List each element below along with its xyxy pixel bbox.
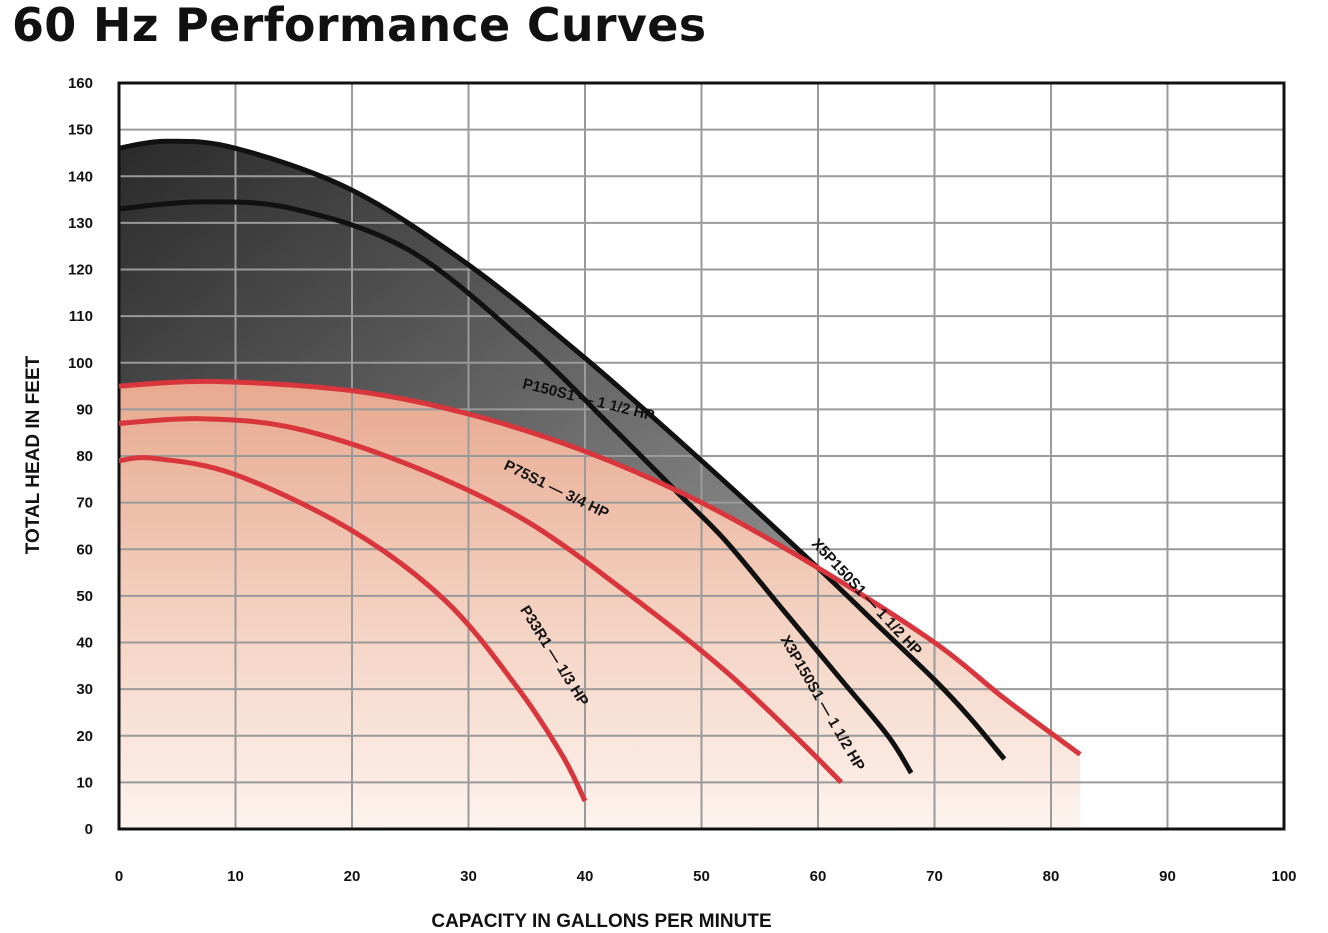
x-tick-label: 20 xyxy=(344,868,361,885)
plot-frame xyxy=(117,81,1286,831)
y-tick-label: 150 xyxy=(68,122,93,139)
series-line-p33r1 xyxy=(118,455,588,803)
y-tick-label: 90 xyxy=(76,401,93,418)
x-tick-label: 10 xyxy=(227,868,244,885)
y-tick-label: 70 xyxy=(76,495,93,512)
y-axis-label: TOTAL HEAD IN FEET xyxy=(23,355,44,554)
x-tick-label: 70 xyxy=(926,868,943,885)
x-tick-label: 50 xyxy=(693,868,710,885)
chart-grid xyxy=(117,81,1286,831)
chart-title: 60 Hz Performance Curves xyxy=(12,0,707,52)
series-line-x5p150s1 xyxy=(118,138,1007,761)
y-tick-label: 80 xyxy=(76,448,93,465)
x-tick-label: 30 xyxy=(460,868,477,885)
x-tick-label: 100 xyxy=(1271,868,1296,885)
y-tick-label: 100 xyxy=(68,355,93,372)
y-tick-label: 20 xyxy=(76,728,93,745)
y-tick-label: 0 xyxy=(85,821,93,838)
series-line-p75s1 xyxy=(118,416,844,785)
y-tick-label: 160 xyxy=(68,75,93,92)
y-tick-label: 60 xyxy=(76,541,93,558)
x-tick-label: 0 xyxy=(115,868,123,885)
x-tick-label: 90 xyxy=(1159,868,1176,885)
series-line-p150s1 xyxy=(118,378,1082,757)
x-tick-label: 60 xyxy=(810,868,827,885)
x-tick-label: 40 xyxy=(577,868,594,885)
series-line-x3p150s1 xyxy=(118,199,914,775)
y-tick-label: 120 xyxy=(68,262,93,279)
y-tick-label: 40 xyxy=(76,635,93,652)
x-axis-label: CAPACITY IN GALLONS PER MINUTE xyxy=(431,911,771,932)
red-envelope-fill xyxy=(119,381,1081,829)
y-tick-label: 50 xyxy=(76,588,93,605)
y-tick-label: 110 xyxy=(69,308,93,325)
y-tick-label: 140 xyxy=(68,168,93,185)
y-tick-label: 30 xyxy=(76,681,93,698)
y-tick-label: 130 xyxy=(68,215,93,232)
x-tick-label: 80 xyxy=(1043,868,1060,885)
y-tick-label: 10 xyxy=(76,774,93,791)
